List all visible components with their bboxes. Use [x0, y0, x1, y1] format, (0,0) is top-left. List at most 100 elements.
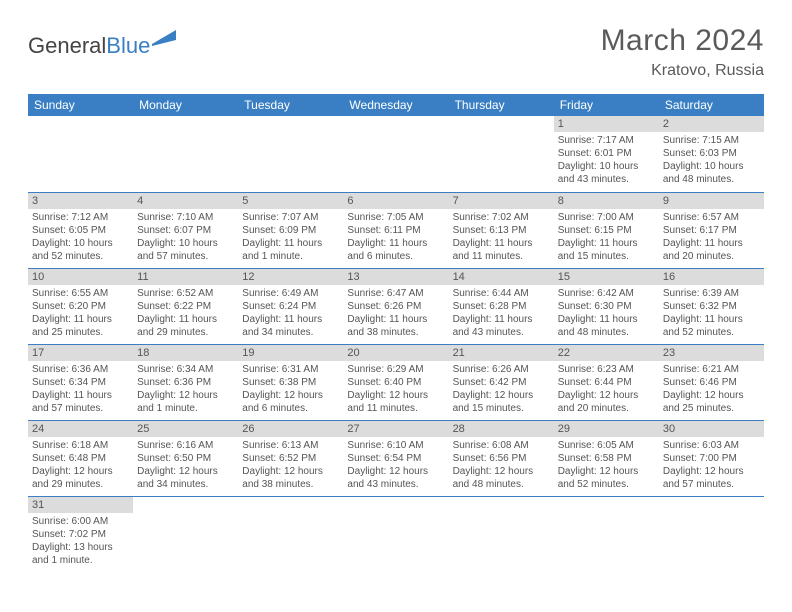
sunset: Sunset: 6:44 PM: [558, 376, 655, 389]
sunset: Sunset: 6:03 PM: [663, 147, 760, 160]
day-number: 21: [449, 345, 554, 361]
day-number: 17: [28, 345, 133, 361]
calendar-cell: 15Sunrise: 6:42 AMSunset: 6:30 PMDayligh…: [554, 268, 659, 344]
day-info: Sunrise: 7:17 AMSunset: 6:01 PMDaylight:…: [554, 132, 659, 188]
sunset: Sunset: 6:48 PM: [32, 452, 129, 465]
calendar-cell-empty: [659, 496, 764, 572]
calendar-cell-empty: [449, 116, 554, 192]
sunrise: Sunrise: 6:34 AM: [137, 363, 234, 376]
sunrise: Sunrise: 6:39 AM: [663, 287, 760, 300]
daylight: Daylight: 11 hours and 52 minutes.: [663, 313, 760, 339]
day-number: 15: [554, 269, 659, 285]
sunrise: Sunrise: 7:02 AM: [453, 211, 550, 224]
sunset: Sunset: 6:07 PM: [137, 224, 234, 237]
day-number: 1: [554, 116, 659, 132]
day-info: Sunrise: 6:36 AMSunset: 6:34 PMDaylight:…: [28, 361, 133, 417]
calendar-cell: 6Sunrise: 7:05 AMSunset: 6:11 PMDaylight…: [343, 192, 448, 268]
calendar-cell: 14Sunrise: 6:44 AMSunset: 6:28 PMDayligh…: [449, 268, 554, 344]
location: Kratovo, Russia: [601, 62, 764, 80]
daylight: Daylight: 12 hours and 11 minutes.: [347, 389, 444, 415]
sunrise: Sunrise: 6:57 AM: [663, 211, 760, 224]
calendar-cell: 5Sunrise: 7:07 AMSunset: 6:09 PMDaylight…: [238, 192, 343, 268]
day-info: Sunrise: 7:05 AMSunset: 6:11 PMDaylight:…: [343, 209, 448, 265]
sunset: Sunset: 6:22 PM: [137, 300, 234, 313]
calendar-cell: 11Sunrise: 6:52 AMSunset: 6:22 PMDayligh…: [133, 268, 238, 344]
day-info: Sunrise: 6:31 AMSunset: 6:38 PMDaylight:…: [238, 361, 343, 417]
day-number: 9: [659, 193, 764, 209]
sunset: Sunset: 6:52 PM: [242, 452, 339, 465]
sunset: Sunset: 6:54 PM: [347, 452, 444, 465]
day-number: 20: [343, 345, 448, 361]
daylight: Daylight: 11 hours and 15 minutes.: [558, 237, 655, 263]
calendar-cell: 28Sunrise: 6:08 AMSunset: 6:56 PMDayligh…: [449, 420, 554, 496]
calendar-cell-empty: [133, 116, 238, 192]
day-info: Sunrise: 6:03 AMSunset: 7:00 PMDaylight:…: [659, 437, 764, 493]
day-number: 14: [449, 269, 554, 285]
calendar-cell: 22Sunrise: 6:23 AMSunset: 6:44 PMDayligh…: [554, 344, 659, 420]
daylight: Daylight: 10 hours and 48 minutes.: [663, 160, 760, 186]
logo-text-2: Blue: [106, 33, 150, 59]
daylight: Daylight: 11 hours and 43 minutes.: [453, 313, 550, 339]
sunset: Sunset: 6:01 PM: [558, 147, 655, 160]
sunrise: Sunrise: 6:18 AM: [32, 439, 129, 452]
day-number: 28: [449, 421, 554, 437]
calendar-cell: 19Sunrise: 6:31 AMSunset: 6:38 PMDayligh…: [238, 344, 343, 420]
calendar-cell: 9Sunrise: 6:57 AMSunset: 6:17 PMDaylight…: [659, 192, 764, 268]
day-number: 2: [659, 116, 764, 132]
daylight: Daylight: 11 hours and 11 minutes.: [453, 237, 550, 263]
day-info: Sunrise: 6:26 AMSunset: 6:42 PMDaylight:…: [449, 361, 554, 417]
calendar-cell: 27Sunrise: 6:10 AMSunset: 6:54 PMDayligh…: [343, 420, 448, 496]
daylight: Daylight: 11 hours and 20 minutes.: [663, 237, 760, 263]
sunrise: Sunrise: 6:16 AM: [137, 439, 234, 452]
day-info: Sunrise: 7:00 AMSunset: 6:15 PMDaylight:…: [554, 209, 659, 265]
day-number: 25: [133, 421, 238, 437]
calendar-cell: 26Sunrise: 6:13 AMSunset: 6:52 PMDayligh…: [238, 420, 343, 496]
daylight: Daylight: 11 hours and 1 minute.: [242, 237, 339, 263]
day-info: Sunrise: 7:10 AMSunset: 6:07 PMDaylight:…: [133, 209, 238, 265]
sunrise: Sunrise: 6:55 AM: [32, 287, 129, 300]
day-number: 11: [133, 269, 238, 285]
day-info: Sunrise: 6:05 AMSunset: 6:58 PMDaylight:…: [554, 437, 659, 493]
sunset: Sunset: 6:05 PM: [32, 224, 129, 237]
daylight: Daylight: 10 hours and 57 minutes.: [137, 237, 234, 263]
sunrise: Sunrise: 6:05 AM: [558, 439, 655, 452]
day-info: Sunrise: 6:16 AMSunset: 6:50 PMDaylight:…: [133, 437, 238, 493]
daylight: Daylight: 11 hours and 38 minutes.: [347, 313, 444, 339]
day-number: 24: [28, 421, 133, 437]
logo: GeneralBlue: [28, 24, 176, 62]
sunrise: Sunrise: 6:29 AM: [347, 363, 444, 376]
day-info: Sunrise: 7:12 AMSunset: 6:05 PMDaylight:…: [28, 209, 133, 265]
daylight: Daylight: 11 hours and 48 minutes.: [558, 313, 655, 339]
calendar-cell: 12Sunrise: 6:49 AMSunset: 6:24 PMDayligh…: [238, 268, 343, 344]
daylight: Daylight: 12 hours and 20 minutes.: [558, 389, 655, 415]
day-info: Sunrise: 6:57 AMSunset: 6:17 PMDaylight:…: [659, 209, 764, 265]
sunrise: Sunrise: 6:10 AM: [347, 439, 444, 452]
calendar-cell: 8Sunrise: 7:00 AMSunset: 6:15 PMDaylight…: [554, 192, 659, 268]
calendar-cell: 20Sunrise: 6:29 AMSunset: 6:40 PMDayligh…: [343, 344, 448, 420]
sunset: Sunset: 6:11 PM: [347, 224, 444, 237]
sunrise: Sunrise: 7:10 AM: [137, 211, 234, 224]
weekday-header: Monday: [133, 94, 238, 116]
daylight: Daylight: 12 hours and 6 minutes.: [242, 389, 339, 415]
sunset: Sunset: 6:20 PM: [32, 300, 129, 313]
sunrise: Sunrise: 7:07 AM: [242, 211, 339, 224]
day-info: Sunrise: 6:39 AMSunset: 6:32 PMDaylight:…: [659, 285, 764, 341]
day-info: Sunrise: 6:23 AMSunset: 6:44 PMDaylight:…: [554, 361, 659, 417]
sunrise: Sunrise: 6:49 AM: [242, 287, 339, 300]
calendar-cell: 18Sunrise: 6:34 AMSunset: 6:36 PMDayligh…: [133, 344, 238, 420]
day-number: 26: [238, 421, 343, 437]
sunrise: Sunrise: 6:21 AM: [663, 363, 760, 376]
sunrise: Sunrise: 6:13 AM: [242, 439, 339, 452]
calendar-cell: 30Sunrise: 6:03 AMSunset: 7:00 PMDayligh…: [659, 420, 764, 496]
day-number: 13: [343, 269, 448, 285]
calendar-cell: 16Sunrise: 6:39 AMSunset: 6:32 PMDayligh…: [659, 268, 764, 344]
daylight: Daylight: 13 hours and 1 minute.: [32, 541, 129, 567]
sunset: Sunset: 6:24 PM: [242, 300, 339, 313]
daylight: Daylight: 11 hours and 25 minutes.: [32, 313, 129, 339]
sunset: Sunset: 6:17 PM: [663, 224, 760, 237]
sunrise: Sunrise: 7:15 AM: [663, 134, 760, 147]
weekday-header: Tuesday: [238, 94, 343, 116]
sunrise: Sunrise: 7:12 AM: [32, 211, 129, 224]
calendar-head: SundayMondayTuesdayWednesdayThursdayFrid…: [28, 94, 764, 116]
day-number: 12: [238, 269, 343, 285]
